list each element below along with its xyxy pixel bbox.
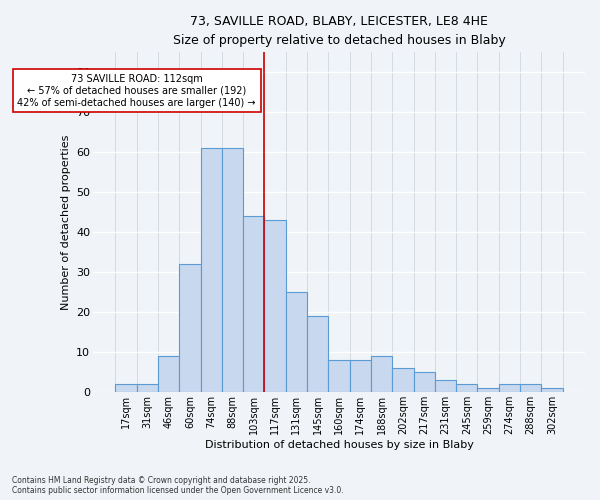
Y-axis label: Number of detached properties: Number of detached properties <box>61 134 71 310</box>
Bar <box>115 384 137 392</box>
Title: 73, SAVILLE ROAD, BLABY, LEICESTER, LE8 4HE
Size of property relative to detache: 73, SAVILLE ROAD, BLABY, LEICESTER, LE8 … <box>173 15 505 47</box>
Bar <box>499 384 520 392</box>
Bar <box>307 316 328 392</box>
Bar <box>286 292 307 392</box>
Text: 73 SAVILLE ROAD: 112sqm
← 57% of detached houses are smaller (192)
42% of semi-d: 73 SAVILLE ROAD: 112sqm ← 57% of detache… <box>17 74 256 108</box>
X-axis label: Distribution of detached houses by size in Blaby: Distribution of detached houses by size … <box>205 440 473 450</box>
Bar <box>392 368 413 392</box>
Bar <box>520 384 541 392</box>
Bar <box>371 356 392 392</box>
Bar <box>328 360 350 392</box>
Bar <box>265 220 286 392</box>
Bar <box>456 384 478 392</box>
Bar <box>200 148 222 392</box>
Bar <box>158 356 179 392</box>
Text: Contains HM Land Registry data © Crown copyright and database right 2025.
Contai: Contains HM Land Registry data © Crown c… <box>12 476 344 495</box>
Bar <box>179 264 200 392</box>
Bar <box>541 388 563 392</box>
Bar <box>350 360 371 392</box>
Bar <box>435 380 456 392</box>
Bar <box>222 148 243 392</box>
Bar <box>478 388 499 392</box>
Bar <box>137 384 158 392</box>
Bar <box>243 216 265 392</box>
Bar <box>413 372 435 392</box>
